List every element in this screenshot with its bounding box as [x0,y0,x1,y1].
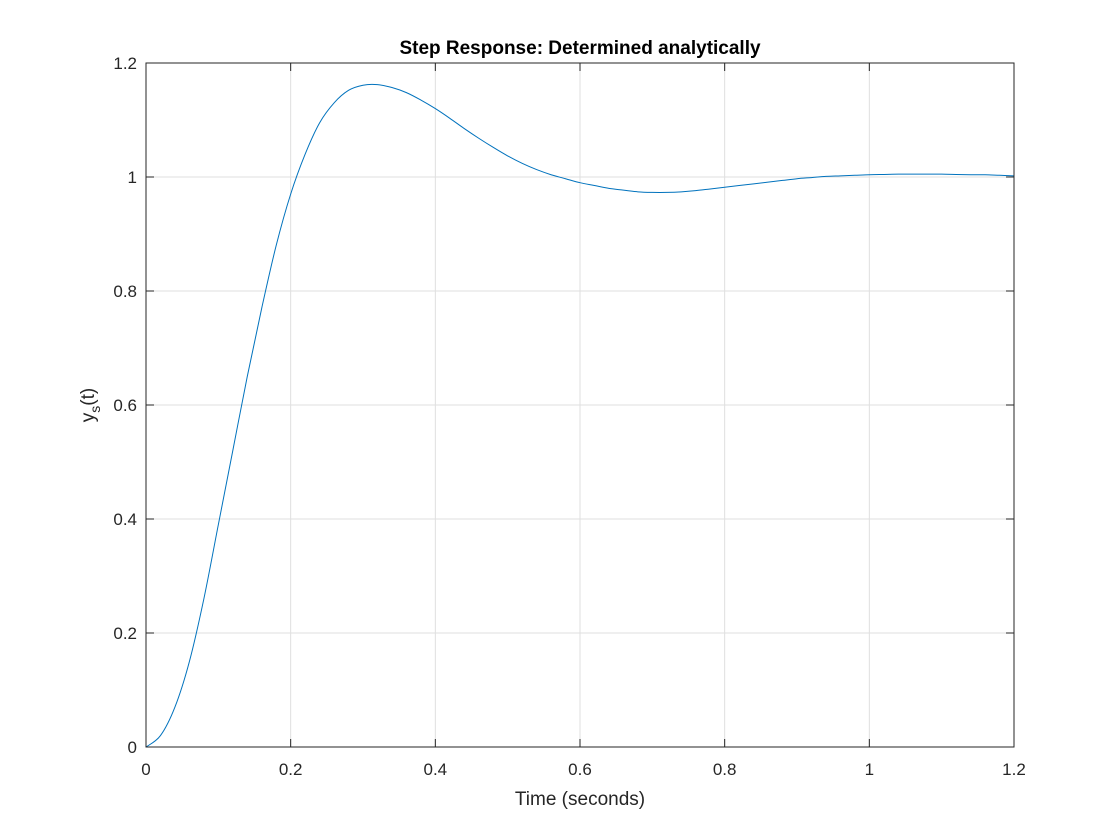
x-tick-label: 0.8 [713,760,737,779]
x-tick-label: 1.2 [1002,760,1026,779]
y-axis-label-base: y [78,412,99,422]
x-tick-labels: 0 0.2 0.4 0.6 0.8 1 1.2 [141,760,1026,779]
y-tick-label: 1 [128,168,137,187]
chart-title: Step Response: Determined analytically [399,38,761,59]
y-tick-label: 1.2 [113,54,137,73]
y-tick-label: 0.6 [113,396,137,415]
x-axis-label: Time (seconds) [515,789,645,810]
x-tick-label: 0.2 [279,760,303,779]
y-tick-label: 0.8 [113,282,137,301]
y-tick-label: 0 [128,738,137,757]
y-tick-label: 0.4 [113,510,137,529]
x-tick-label: 0.4 [424,760,448,779]
y-axis-label-suffix: (t) [78,388,99,406]
y-tick-label: 0.2 [113,624,137,643]
y-axis-label: ys(t) [78,388,103,422]
x-tick-label: 0 [141,760,150,779]
step-response-line [145,83,1015,748]
tick-marks [145,62,1015,748]
y-axis-label-subscript: s [87,406,103,413]
y-tick-labels: 0 0.2 0.4 0.6 0.8 1 1.2 [113,54,137,757]
x-tick-label: 0.6 [568,760,592,779]
x-tick-label: 1 [865,760,874,779]
